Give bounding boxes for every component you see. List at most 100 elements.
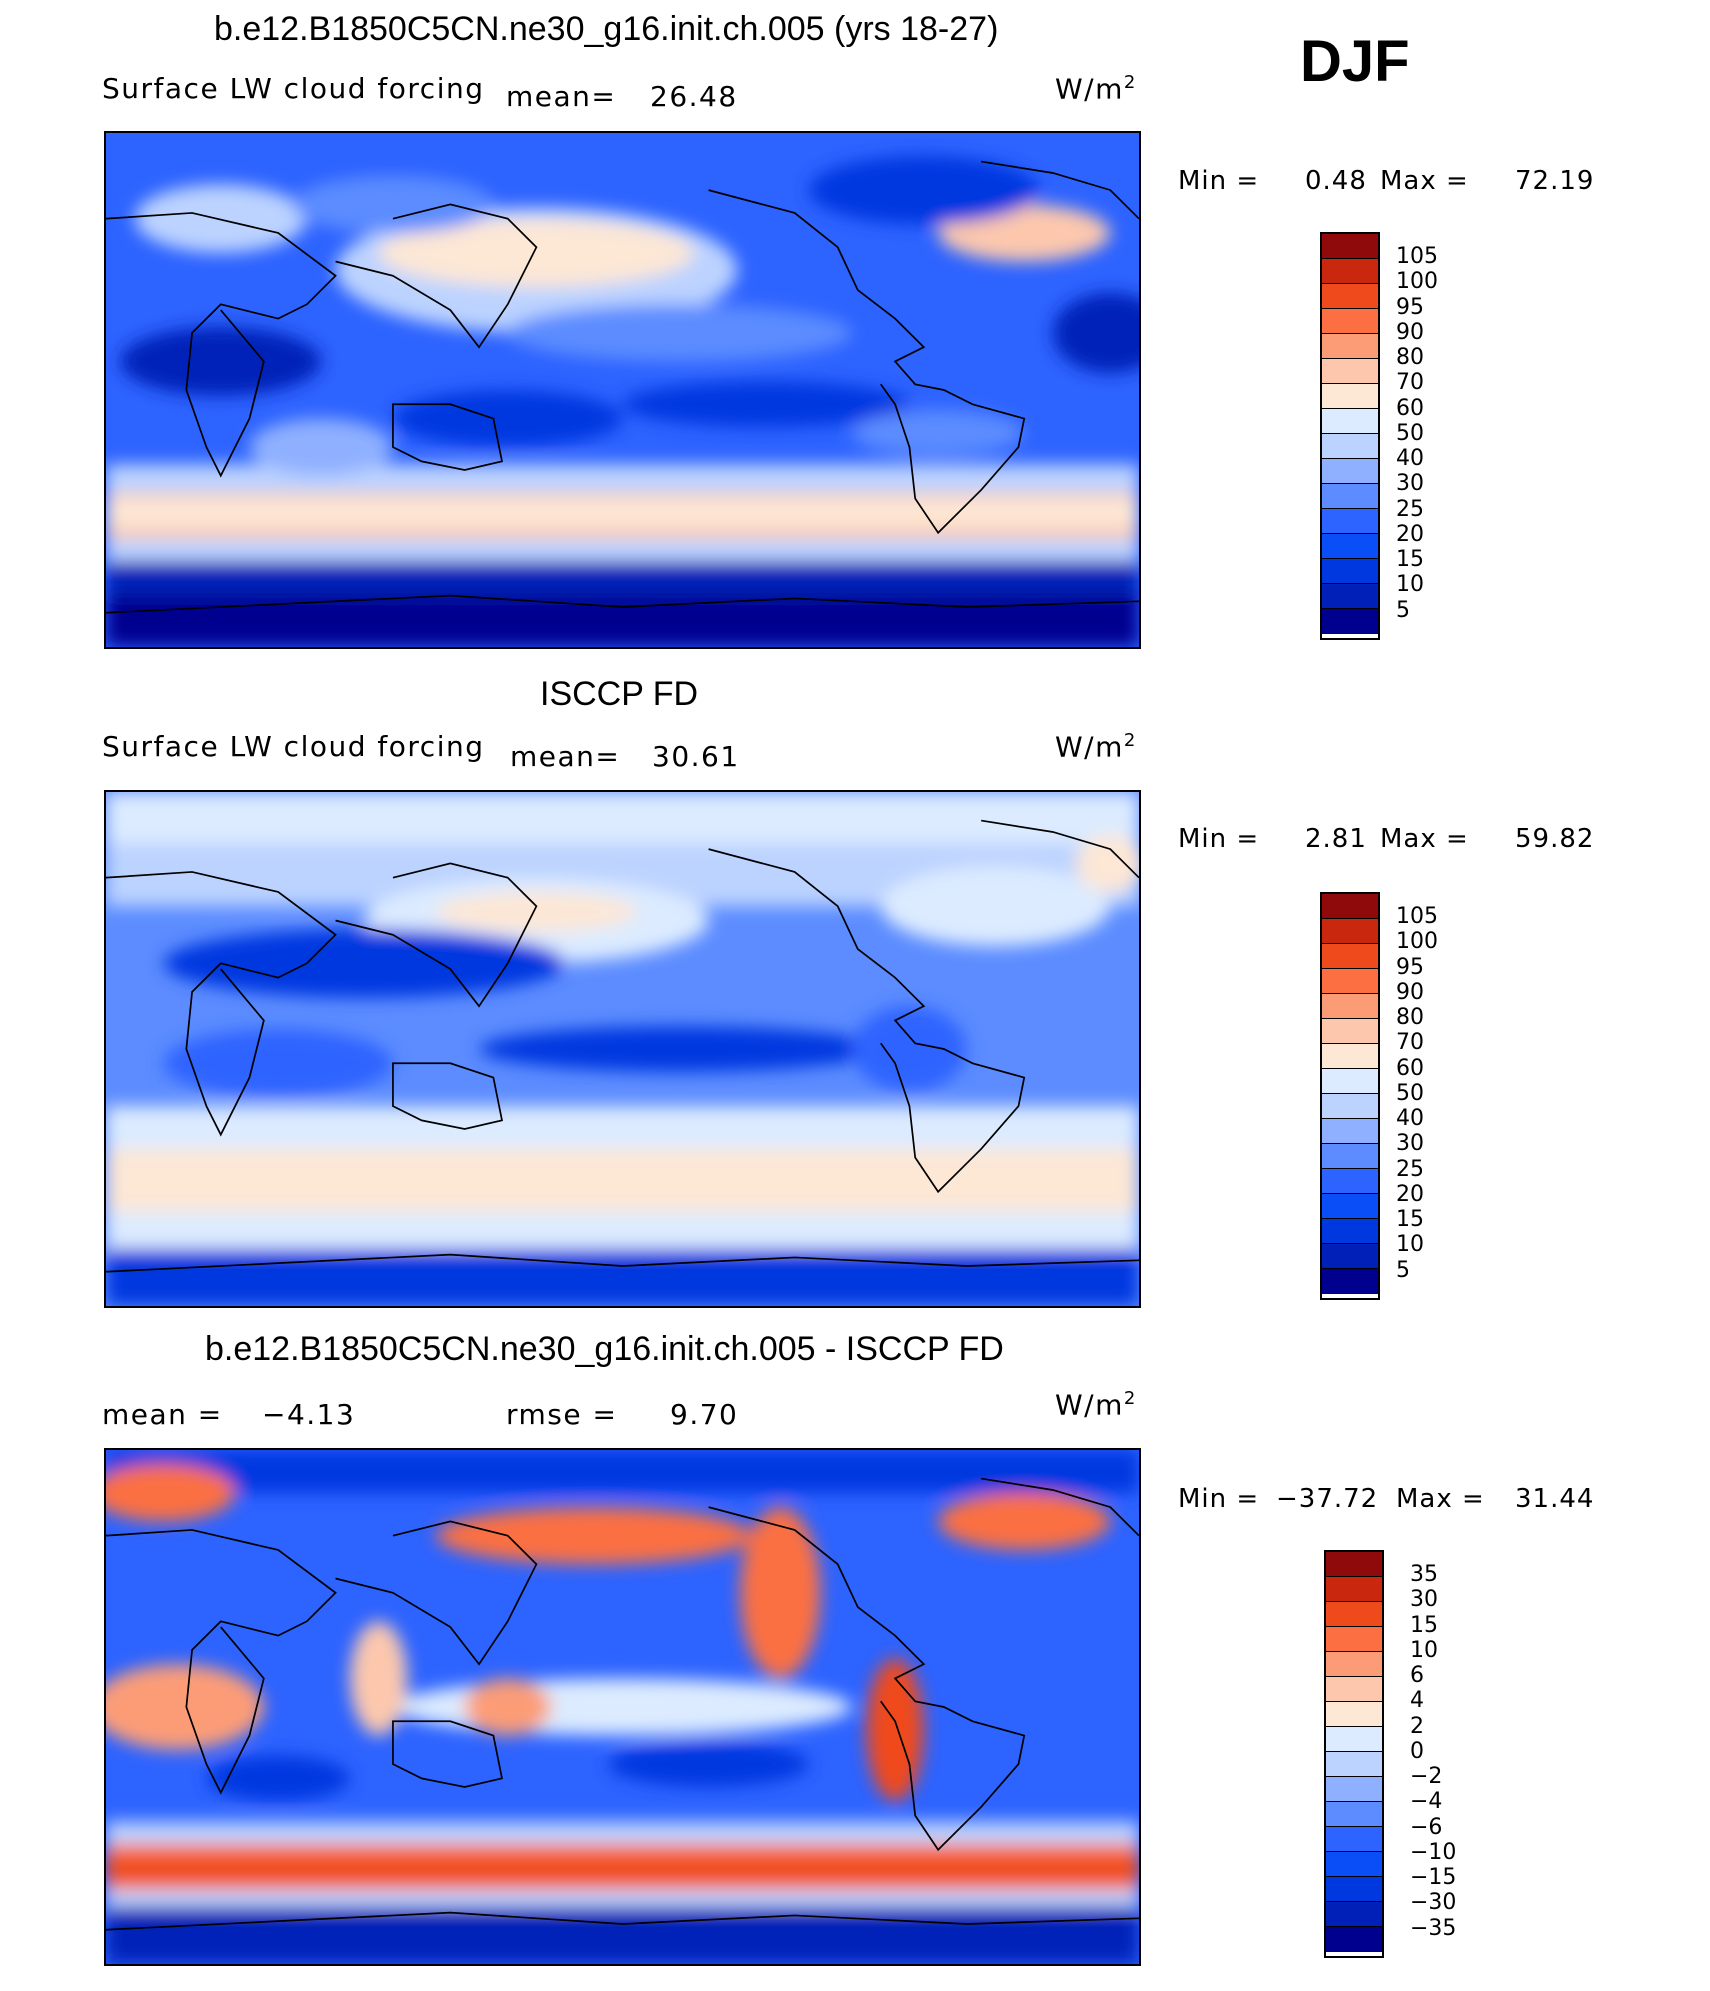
colorbar-swatch bbox=[1322, 309, 1378, 334]
colorbar-level-label: −10 bbox=[1410, 1839, 1457, 1865]
colorbar-level-label: 100 bbox=[1396, 929, 1438, 955]
panel1-coastlines bbox=[106, 160, 1139, 614]
colorbar-swatch bbox=[1326, 1927, 1382, 1952]
colorbar-swatch bbox=[1322, 234, 1378, 259]
panel2-variable-label: Surface LW cloud forcing bbox=[102, 730, 485, 763]
colorbar-swatch bbox=[1326, 1577, 1382, 1602]
colorbar-level-label: 90 bbox=[1396, 979, 1424, 1005]
colorbar-level-label: 5 bbox=[1396, 597, 1410, 623]
colorbar-swatch bbox=[1322, 1144, 1378, 1169]
colorbar-level-label: 15 bbox=[1410, 1612, 1438, 1638]
colorbar-swatch bbox=[1322, 1044, 1378, 1069]
colorbar-level-label: 70 bbox=[1396, 370, 1424, 396]
panel3-max-value: 31.44 bbox=[1515, 1484, 1595, 1514]
panel2-title: ISCCP FD bbox=[540, 675, 699, 713]
colorbar-swatch bbox=[1322, 484, 1378, 509]
colorbar-swatch bbox=[1326, 1552, 1382, 1577]
colorbar-swatch bbox=[1322, 409, 1378, 434]
colorbar-swatch bbox=[1322, 284, 1378, 309]
colorbar-level-label: 105 bbox=[1396, 244, 1438, 269]
colorbar-level-label: 30 bbox=[1396, 471, 1424, 497]
colorbar-swatch bbox=[1322, 1094, 1378, 1119]
panel2-units: W/m2 bbox=[1055, 730, 1137, 764]
colorbar-swatch bbox=[1322, 1119, 1378, 1144]
colorbar-swatch bbox=[1326, 1677, 1382, 1702]
panel3-mean-value: −4.13 bbox=[262, 1398, 356, 1431]
panel3-map bbox=[104, 1448, 1141, 1966]
panel2-coastlines bbox=[106, 819, 1139, 1273]
colorbar-level-label: 30 bbox=[1410, 1587, 1438, 1613]
panel3-mean-label: mean = bbox=[102, 1398, 223, 1431]
colorbar-swatch bbox=[1322, 259, 1378, 284]
colorbar-swatch bbox=[1322, 1019, 1378, 1044]
colorbar-swatch bbox=[1322, 334, 1378, 359]
panel3-colorbar bbox=[1324, 1550, 1384, 1958]
colorbar-level-label: 60 bbox=[1396, 395, 1424, 421]
colorbar-level-label: 50 bbox=[1396, 1080, 1424, 1106]
panel2-min-value: 2.81 bbox=[1305, 824, 1367, 854]
panel2-mean-label: mean= bbox=[510, 740, 621, 773]
colorbar-level-label: 0 bbox=[1410, 1738, 1424, 1764]
colorbar-level-label: 95 bbox=[1396, 294, 1424, 320]
colorbar-swatch bbox=[1326, 1702, 1382, 1727]
colorbar-swatch bbox=[1326, 1752, 1382, 1777]
colorbar-swatch bbox=[1322, 459, 1378, 484]
colorbar-swatch bbox=[1322, 609, 1378, 634]
panel3-min-value: −37.72 bbox=[1276, 1484, 1379, 1514]
colorbar-level-label: −4 bbox=[1410, 1789, 1443, 1815]
colorbar-swatch bbox=[1322, 359, 1378, 384]
colorbar-swatch bbox=[1326, 1652, 1382, 1677]
panel3-title: b.e12.B1850C5CN.ne30_g16.init.ch.005 - I… bbox=[205, 1330, 1004, 1368]
colorbar-level-label: 40 bbox=[1396, 446, 1424, 471]
colorbar-swatch bbox=[1326, 1802, 1382, 1827]
colorbar-level-label: 50 bbox=[1396, 420, 1424, 446]
panel3-rmse-value: 9.70 bbox=[670, 1398, 739, 1431]
colorbar-swatch bbox=[1326, 1777, 1382, 1802]
colorbar-level-label: 20 bbox=[1396, 1181, 1424, 1207]
colorbar-level-label: 6 bbox=[1410, 1663, 1424, 1688]
colorbar-level-label: −2 bbox=[1410, 1764, 1443, 1789]
panel1-map bbox=[104, 131, 1141, 649]
colorbar-swatch bbox=[1322, 994, 1378, 1019]
colorbar-swatch bbox=[1326, 1827, 1382, 1852]
colorbar-level-label: −15 bbox=[1410, 1865, 1457, 1890]
colorbar-level-label: 30 bbox=[1396, 1131, 1424, 1157]
panel2-max-label: Max = bbox=[1380, 824, 1469, 854]
season-label: DJF bbox=[1300, 29, 1410, 94]
colorbar-swatch bbox=[1322, 1194, 1378, 1219]
colorbar-swatch bbox=[1326, 1727, 1382, 1752]
colorbar-swatch bbox=[1322, 509, 1378, 534]
panel1-mean-value: 26.48 bbox=[650, 80, 738, 113]
colorbar-level-label: 60 bbox=[1396, 1055, 1424, 1081]
colorbar-swatch bbox=[1322, 384, 1378, 409]
colorbar-level-label: 70 bbox=[1396, 1030, 1424, 1056]
panel3-coastlines bbox=[106, 1477, 1139, 1931]
panel1-max-label: Max = bbox=[1380, 166, 1469, 196]
panel1-map-canvas bbox=[106, 133, 1139, 647]
panel1-title: b.e12.B1850C5CN.ne30_g16.init.ch.005 (yr… bbox=[214, 10, 999, 48]
panel2-mean-value: 30.61 bbox=[652, 740, 740, 773]
colorbar-level-label: 95 bbox=[1396, 954, 1424, 980]
colorbar-level-label: 10 bbox=[1410, 1637, 1438, 1663]
colorbar-swatch bbox=[1322, 1219, 1378, 1244]
panel1-colorbar bbox=[1320, 232, 1380, 640]
colorbar-swatch bbox=[1322, 894, 1378, 919]
colorbar-level-label: 35 bbox=[1410, 1562, 1438, 1587]
panel3-map-canvas bbox=[106, 1450, 1139, 1964]
colorbar-level-label: 5 bbox=[1396, 1257, 1410, 1283]
colorbar-level-label: 10 bbox=[1396, 1232, 1424, 1258]
colorbar-level-label: 40 bbox=[1396, 1106, 1424, 1131]
panel2-colorbar bbox=[1320, 892, 1380, 1300]
colorbar-level-label: 25 bbox=[1396, 1156, 1424, 1182]
panel3-units: W/m2 bbox=[1055, 1388, 1137, 1422]
colorbar-swatch bbox=[1322, 1069, 1378, 1094]
panel3-max-label: Max = bbox=[1396, 1484, 1485, 1514]
colorbar-swatch bbox=[1326, 1902, 1382, 1927]
colorbar-level-label: 25 bbox=[1396, 496, 1424, 522]
colorbar-swatch bbox=[1322, 944, 1378, 969]
colorbar-level-label: 100 bbox=[1396, 269, 1438, 295]
panel1-max-value: 72.19 bbox=[1515, 166, 1595, 196]
colorbar-level-label: 2 bbox=[1410, 1713, 1424, 1739]
colorbar-level-label: 105 bbox=[1396, 904, 1438, 929]
colorbar-level-label: 80 bbox=[1396, 345, 1424, 370]
